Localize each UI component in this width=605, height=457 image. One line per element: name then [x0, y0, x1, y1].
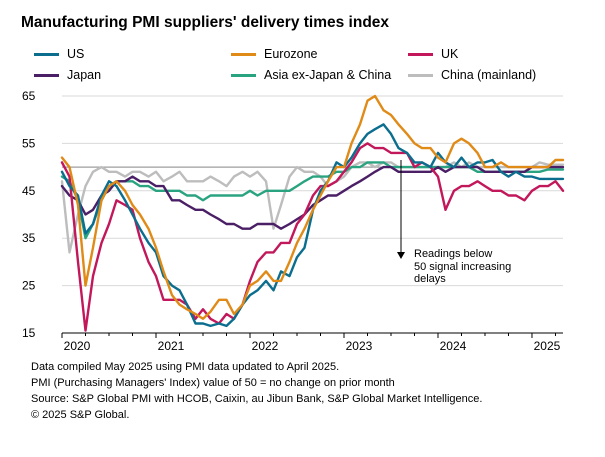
- legend-item-china: China (mainland): [408, 68, 536, 82]
- annotation-line-3: delays: [414, 273, 446, 285]
- y-tick-label-45: 45: [22, 184, 36, 198]
- chart-title: Manufacturing PMI suppliers' delivery ti…: [21, 14, 390, 31]
- footnote-source: Source: S&P Global PMI with HCOB, Caixin…: [31, 393, 483, 405]
- legend-swatch-us: [34, 52, 59, 56]
- legend-label-uk: UK: [441, 47, 459, 61]
- y-axis-ticks: 65 55 45 35 25 15: [22, 89, 36, 340]
- series-line-eurozone: [60, 94, 565, 320]
- legend-swatch-uk: [408, 52, 433, 56]
- annotation-arrow: [397, 160, 405, 259]
- series-line-uk: [60, 142, 565, 332]
- legend-item-uk: UK: [408, 47, 458, 61]
- annotation-line-2: 50 signal increasing: [414, 260, 512, 273]
- legend-label-eurozone: Eurozone: [264, 47, 318, 61]
- legend-swatch-japan: [34, 73, 59, 77]
- x-tick-label-2024: 2024: [440, 339, 467, 353]
- legend-swatch-asia: [231, 73, 256, 77]
- y-tick-label-15: 15: [22, 326, 36, 340]
- legend-item-asia: Asia ex-Japan & China: [231, 68, 391, 82]
- y-tick-label-55: 55: [22, 136, 36, 150]
- footnote-copyright: © 2025 S&P Global.: [31, 409, 130, 421]
- x-axis-ticks: 2020 2021 2022 2023 2024 2025: [61, 333, 561, 353]
- series-line-china-mainland-: [60, 161, 565, 254]
- annotation-line-1: Readings below: [414, 248, 493, 260]
- legend-label-japan: Japan: [67, 68, 102, 82]
- series-lines: [60, 94, 565, 332]
- legend-item-us: US: [34, 47, 84, 61]
- y-tick-label-35: 35: [22, 231, 36, 245]
- y-tick-label-25: 25: [22, 279, 36, 293]
- legend-swatch-eurozone: [231, 52, 256, 56]
- legend-item-eurozone: Eurozone: [231, 47, 318, 61]
- footnote-data-compiled: Data compiled May 2025 using PMI data up…: [31, 361, 340, 373]
- y-tick-label-65: 65: [22, 89, 36, 103]
- series-line-us: [60, 123, 565, 328]
- legend-swatch-china: [408, 73, 433, 77]
- legend-label-us: US: [67, 47, 85, 61]
- x-tick-label-2023: 2023: [346, 339, 373, 353]
- x-tick-label-2022: 2022: [252, 339, 279, 353]
- x-tick-label-2021: 2021: [158, 339, 185, 353]
- footnotes: Data compiled May 2025 using PMI data up…: [31, 359, 482, 423]
- footnote-pmi-definition: PMI (Purchasing Managers' Index) value o…: [31, 377, 395, 389]
- legend-item-japan: Japan: [34, 68, 101, 82]
- series-line-asia-ex-japan-china: [60, 161, 565, 240]
- legend-label-china: China (mainland): [441, 68, 537, 82]
- legend-label-asia: Asia ex-Japan & China: [264, 68, 392, 82]
- series-line-japan: [60, 165, 565, 230]
- x-tick-label-2025: 2025: [534, 339, 561, 353]
- annotation-text: Readings below 50 signal increasing dela…: [414, 248, 511, 286]
- x-tick-label-2020: 2020: [64, 339, 91, 353]
